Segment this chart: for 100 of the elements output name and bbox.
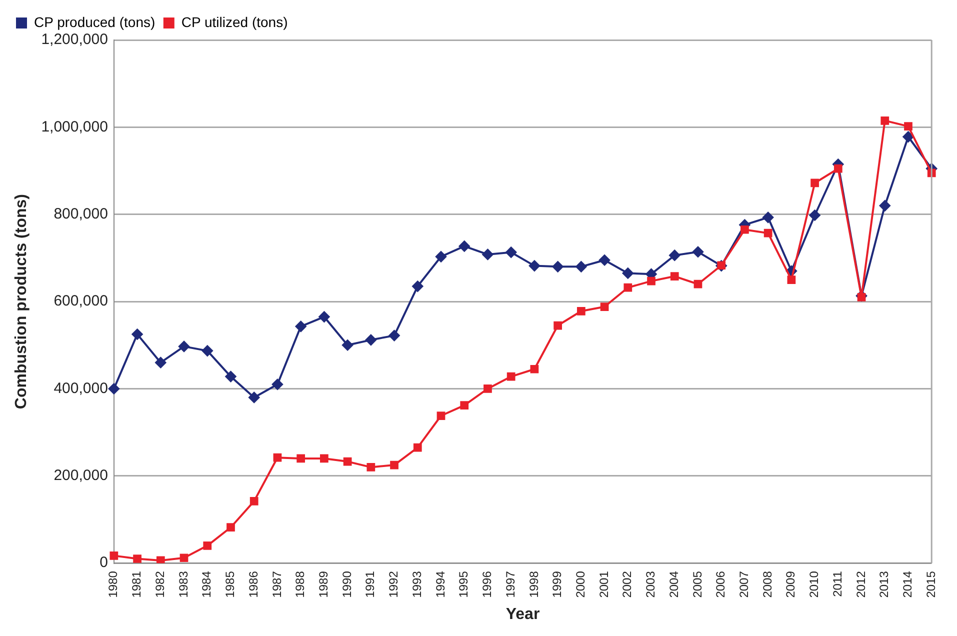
point [834, 164, 842, 173]
point [226, 523, 235, 532]
x-tick-label: 1990 [340, 570, 354, 598]
x-tick-label: 2010 [807, 570, 822, 598]
point [132, 328, 143, 340]
point [904, 122, 912, 130]
point [366, 463, 376, 472]
point [108, 383, 120, 394]
x-tick-label: 2015 [924, 570, 938, 598]
x-tick-label: 2008 [760, 570, 774, 598]
point [576, 306, 586, 316]
x-tick-label: 2009 [784, 570, 798, 598]
x-tick-label: 1988 [293, 570, 308, 598]
x-tick-label: 2006 [714, 570, 728, 598]
point [412, 280, 424, 292]
point [624, 283, 632, 292]
x-tick-label: 1998 [526, 570, 541, 598]
point [342, 340, 354, 351]
y-axis-title: Combustion products (tons) [13, 194, 30, 410]
x-tick-label: 1991 [363, 570, 378, 598]
point [413, 443, 422, 452]
x-tick-label: 2005 [690, 570, 704, 598]
point [482, 248, 494, 260]
point [764, 228, 772, 238]
point [552, 261, 564, 272]
point [506, 372, 516, 381]
point [694, 280, 702, 288]
legend-label: CP utilized (tons) [181, 14, 288, 30]
y-tick-label: 1,200,000 [41, 31, 108, 48]
point [388, 330, 400, 342]
point [343, 457, 352, 466]
point [203, 541, 212, 550]
point [622, 268, 634, 279]
y-tick-label: 0 [100, 554, 108, 572]
point [248, 392, 260, 403]
x-tick-label: 1992 [386, 570, 401, 598]
x-tick-label: 2002 [620, 570, 634, 598]
point [436, 412, 446, 420]
x-tick-label: 2012 [854, 570, 868, 598]
point [458, 240, 470, 252]
point [318, 311, 330, 322]
x-tick-label: 2013 [877, 570, 892, 598]
x-tick-label: 1982 [152, 570, 167, 598]
x-tick-label: 1984 [200, 570, 214, 598]
point [809, 210, 820, 221]
point [787, 276, 796, 284]
point [647, 276, 656, 286]
x-tick-label: 1994 [433, 570, 448, 598]
x-tick-label: 1999 [550, 570, 564, 598]
point [155, 357, 166, 368]
x-tick-label: 1985 [223, 570, 238, 598]
point [530, 364, 539, 374]
x-tick-label: 1981 [130, 570, 144, 598]
x-tick-label: 1997 [503, 570, 518, 598]
x-tick-label: 2003 [644, 570, 658, 598]
x-tick-label: 1983 [176, 570, 190, 598]
x-tick-label: 2004 [666, 570, 681, 598]
point [295, 320, 306, 332]
point [110, 552, 118, 560]
point [599, 254, 610, 266]
point [320, 454, 328, 463]
x-tick-label: 1993 [410, 570, 424, 598]
point [250, 497, 258, 506]
x-tick-label: 2007 [737, 570, 752, 598]
point [762, 212, 774, 223]
point [178, 340, 190, 352]
point [273, 453, 282, 462]
point [460, 401, 469, 410]
point [390, 460, 398, 470]
x-tick-label: 2000 [573, 570, 588, 598]
point [436, 251, 446, 262]
point [879, 200, 890, 212]
point [880, 116, 890, 125]
x-tick-label: 1986 [246, 570, 260, 598]
point [902, 131, 914, 142]
x-tick-label: 1996 [480, 570, 494, 598]
point [670, 272, 679, 280]
y-tick-label: 200,000 [54, 467, 108, 484]
x-tick-label: 2001 [596, 570, 611, 598]
x-tick-label: 2011 [830, 570, 844, 597]
point [600, 302, 609, 311]
point [296, 454, 306, 463]
point [156, 556, 165, 564]
x-tick-label: 1995 [456, 570, 471, 598]
x-tick-label: 1987 [270, 570, 284, 598]
point [180, 554, 188, 562]
point [272, 378, 283, 390]
y-tick-label: 400,000 [54, 380, 108, 397]
point [740, 225, 749, 234]
point [528, 260, 540, 272]
point [225, 371, 236, 382]
y-tick-label: 1,000,000 [41, 118, 108, 136]
point [554, 321, 562, 330]
y-tick-label: 600,000 [54, 292, 108, 310]
y-tick-label: 800,000 [54, 206, 108, 223]
x-tick-label: 1989 [316, 570, 330, 598]
point [506, 246, 517, 258]
point [669, 250, 680, 261]
point [857, 293, 866, 302]
point [202, 345, 213, 356]
